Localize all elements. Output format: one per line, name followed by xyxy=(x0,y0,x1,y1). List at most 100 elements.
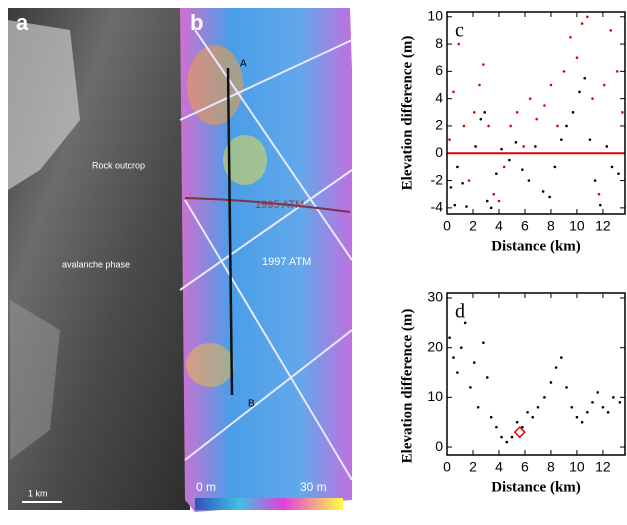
point xyxy=(513,426,526,439)
point xyxy=(472,111,476,114)
grid-overlay xyxy=(179,39,353,121)
x-tick-label: 6 xyxy=(521,218,529,234)
x-tick-label: 4 xyxy=(495,218,503,234)
point xyxy=(526,410,529,414)
point xyxy=(565,386,568,389)
x-tick-label: 10 xyxy=(569,218,585,234)
point xyxy=(482,341,485,344)
point xyxy=(541,190,545,193)
point xyxy=(515,111,519,114)
point xyxy=(571,111,575,114)
track-label: B xyxy=(248,399,255,410)
y-tick-label: -2 xyxy=(431,171,444,187)
y-tick-label: 0 xyxy=(435,438,443,454)
point xyxy=(449,186,453,189)
point xyxy=(463,321,467,325)
point xyxy=(588,138,592,141)
point xyxy=(549,83,553,87)
y-tick-label: 8 xyxy=(435,35,443,51)
point xyxy=(610,165,614,169)
x-tick-label: 0 xyxy=(443,459,451,475)
y-tick-label: 4 xyxy=(435,89,443,105)
track xyxy=(226,67,234,396)
point xyxy=(483,111,486,114)
point xyxy=(570,405,574,409)
point xyxy=(476,405,480,409)
point xyxy=(492,192,496,196)
point xyxy=(606,410,610,414)
point xyxy=(510,435,514,439)
point xyxy=(500,435,503,439)
y-tick-label: 0 xyxy=(435,144,443,160)
point xyxy=(578,90,581,94)
point xyxy=(467,179,471,182)
plot-frame xyxy=(446,292,626,456)
grid-overlay xyxy=(184,199,353,481)
y-tick-label: 10 xyxy=(427,388,443,404)
point xyxy=(497,199,501,203)
point xyxy=(591,97,594,100)
blob xyxy=(186,343,234,387)
x-tick-label: 10 xyxy=(569,459,585,475)
y-tick-label: -4 xyxy=(431,199,444,215)
point xyxy=(601,405,605,409)
point xyxy=(617,172,620,176)
point xyxy=(489,415,493,419)
point xyxy=(583,76,587,80)
x-tick-label: 8 xyxy=(547,459,555,475)
point xyxy=(456,371,459,374)
point xyxy=(453,203,457,207)
annotation: avalanche phase xyxy=(62,259,130,269)
x-tick-label: 12 xyxy=(595,459,611,475)
point xyxy=(609,29,613,32)
point xyxy=(597,192,601,196)
point xyxy=(596,391,600,394)
point xyxy=(591,401,594,404)
point xyxy=(452,356,455,359)
point xyxy=(462,124,466,128)
plot-frame xyxy=(446,11,626,215)
panel-b: b A B 1995 ATM 1997 ATM 0 m 30 m xyxy=(179,8,353,512)
y-tick-label: 6 xyxy=(435,62,443,78)
point xyxy=(479,117,483,121)
x-tick-label: 12 xyxy=(595,218,611,234)
point xyxy=(474,145,477,148)
y-tick-label: 30 xyxy=(427,289,443,305)
point xyxy=(605,145,609,148)
snow-patch xyxy=(10,300,60,460)
point xyxy=(553,165,557,169)
point xyxy=(586,15,589,19)
point xyxy=(485,376,489,379)
point xyxy=(560,356,563,359)
y-axis-label: Elevation difference (m) xyxy=(399,309,415,464)
point xyxy=(618,401,622,404)
line-label: 1995 ATM xyxy=(255,199,304,211)
point xyxy=(602,83,606,87)
point xyxy=(536,405,540,409)
point xyxy=(502,165,506,169)
point xyxy=(469,386,472,389)
blob xyxy=(223,135,267,185)
x-tick-label: 2 xyxy=(469,459,477,475)
point xyxy=(495,172,498,176)
panel-a: a Rock outcrop avalanche phase 1 km xyxy=(8,8,190,510)
colorbar-label: 0 m xyxy=(196,480,216,494)
point xyxy=(452,90,455,94)
point xyxy=(522,145,525,148)
point xyxy=(482,63,485,66)
point xyxy=(515,420,519,424)
point xyxy=(487,124,490,128)
point xyxy=(461,181,464,185)
point xyxy=(514,141,518,144)
point xyxy=(575,56,579,60)
point xyxy=(593,179,597,182)
annotation: Rock outcrop xyxy=(92,160,145,170)
point xyxy=(615,70,619,73)
point xyxy=(580,420,584,424)
panel-label: d xyxy=(455,301,465,323)
x-tick-label: 4 xyxy=(495,459,503,475)
point xyxy=(528,97,532,100)
point xyxy=(465,205,468,208)
point xyxy=(556,124,559,128)
